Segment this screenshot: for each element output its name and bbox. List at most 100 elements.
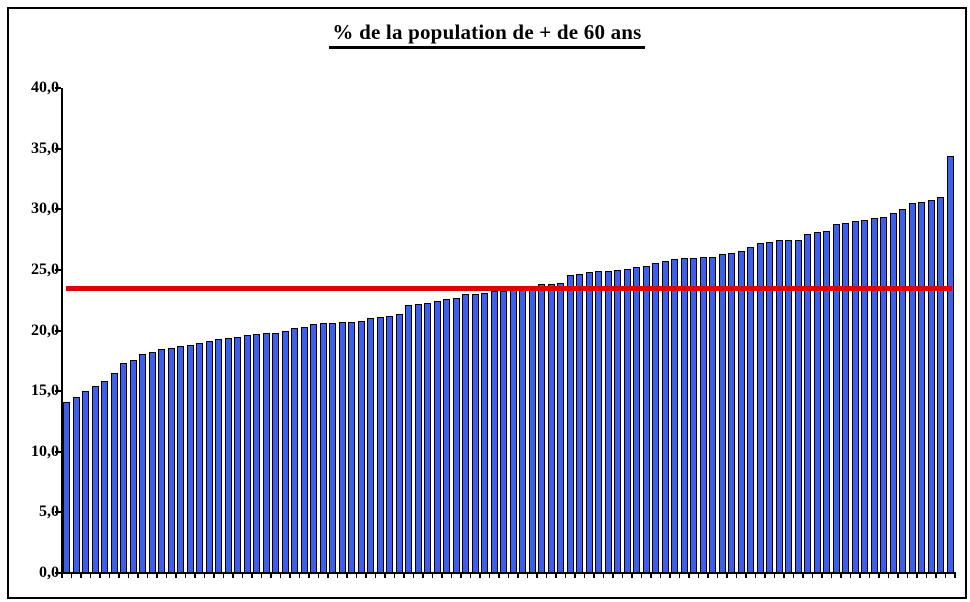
x-tick [232,574,234,578]
bar [614,269,622,573]
bar [462,294,470,573]
x-tick [916,574,918,578]
x-tick [137,574,139,578]
bar [490,290,498,573]
x-tick [574,574,576,578]
x-tick [479,574,481,578]
x-tick [175,574,177,578]
x-tick [726,574,728,578]
x-tick [279,574,281,578]
x-tick [564,574,566,578]
x-tick [327,574,329,578]
x-tick [403,574,405,578]
bar [177,346,185,573]
bar [823,231,831,573]
x-tick [612,574,614,578]
bar [832,223,840,573]
bar [538,284,546,573]
x-tick [897,574,899,578]
bar [519,289,527,573]
y-tick-label: 35,0 [31,139,59,157]
x-tick [697,574,699,578]
bar [766,242,774,573]
x-tick [602,574,604,578]
x-tick [441,574,443,578]
x-tick [431,574,433,578]
x-tick [308,574,310,578]
bar [813,232,821,573]
x-tick [469,574,471,578]
bar [747,246,755,573]
bar [319,323,327,573]
y-tick [55,268,61,271]
bar [196,342,204,573]
x-tick [631,574,633,578]
x-tick [80,574,82,578]
bar [937,197,945,573]
bar [158,348,166,573]
x-tick [184,574,186,578]
bar [728,252,736,573]
bar [234,336,242,573]
bar [642,266,650,573]
x-tick [830,574,832,578]
x-tick [384,574,386,578]
x-tick [745,574,747,578]
x-tick [346,574,348,578]
x-tick [783,574,785,578]
x-tick [241,574,243,578]
y-axis [61,88,63,575]
bar [585,272,593,573]
bar [851,221,859,573]
x-tick [764,574,766,578]
bar [699,256,707,573]
x-tick [659,574,661,578]
bar [557,283,565,573]
bar [899,209,907,574]
x-tick [650,574,652,578]
x-tick [859,574,861,578]
bar [357,320,365,573]
reference-line [66,285,952,291]
y-tick-label: 30,0 [31,200,59,218]
x-tick [792,574,794,578]
bar [386,315,394,573]
x-tick [355,574,357,578]
bar [101,381,109,573]
x-tick [99,574,101,578]
x-tick [127,574,129,578]
x-tick [678,574,680,578]
bar [718,254,726,573]
bar [576,273,584,573]
x-tick [165,574,167,578]
bar [870,217,878,573]
x-tick [374,574,376,578]
x-tick [821,574,823,578]
x-tick [194,574,196,578]
bar [367,318,375,573]
x-tick [422,574,424,578]
bar [224,337,232,573]
bar [91,386,99,573]
bar [424,302,432,573]
x-tick [773,574,775,578]
x-tick [118,574,120,578]
bar [281,330,289,573]
x-tick [887,574,889,578]
bar [775,239,783,573]
y-tick [55,87,61,89]
x-tick [840,574,842,578]
bar [680,257,688,574]
x-tick [640,574,642,578]
x-tick [365,574,367,578]
bar [566,274,574,573]
bar [633,267,641,573]
bar [842,222,850,573]
x-tick [203,574,205,578]
bar [452,297,460,573]
bar [110,372,118,573]
bar [253,334,261,573]
bar [300,326,308,573]
x-tick [108,574,110,578]
chart-title: % de la population de + de 60 ans [329,20,645,49]
